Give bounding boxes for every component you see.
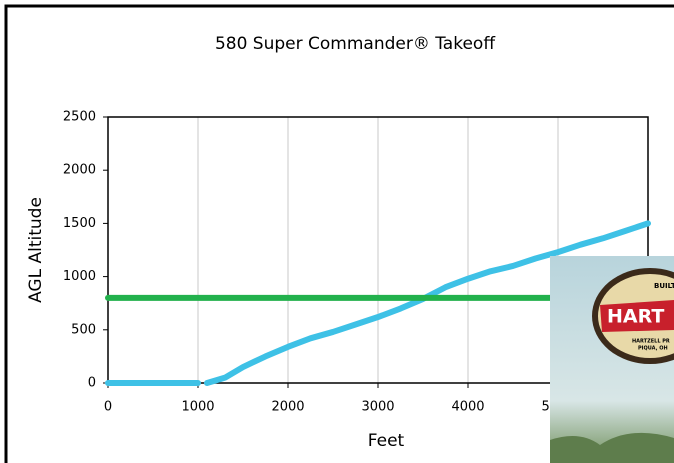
y-tick-label: 1000 [63, 269, 96, 284]
logo-line2: PIQUA, OH [638, 346, 668, 352]
x-tick-label: 0 [104, 400, 112, 415]
chart-title: 580 Super Commander® Takeoff [215, 34, 496, 54]
y-tick-label: 2500 [63, 110, 96, 125]
x-tick-label: 2000 [271, 400, 304, 415]
photo-overlay: BUILT ON HART HARTZELL PR PIQUA, OH [550, 256, 674, 463]
y-axis-label: AGL Altitude [26, 197, 46, 303]
logo-brand: HART [607, 306, 664, 328]
x-tick-label: 1000 [181, 400, 214, 415]
y-tick-label: 0 [88, 376, 96, 391]
logo-top: BUILT ON [654, 282, 674, 290]
y-tick-label: 500 [71, 322, 96, 337]
logo-line1: HARTZELL PR [632, 339, 670, 345]
y-tick-label: 2000 [63, 163, 96, 178]
x-tick-label: 3000 [361, 400, 394, 415]
x-tick-label: 4000 [451, 400, 484, 415]
y-tick-label: 1500 [63, 216, 96, 231]
x-axis-label: Feet [368, 431, 405, 451]
chart: 580 Super Commander® Takeoff Feet AGL Al… [0, 0, 674, 463]
